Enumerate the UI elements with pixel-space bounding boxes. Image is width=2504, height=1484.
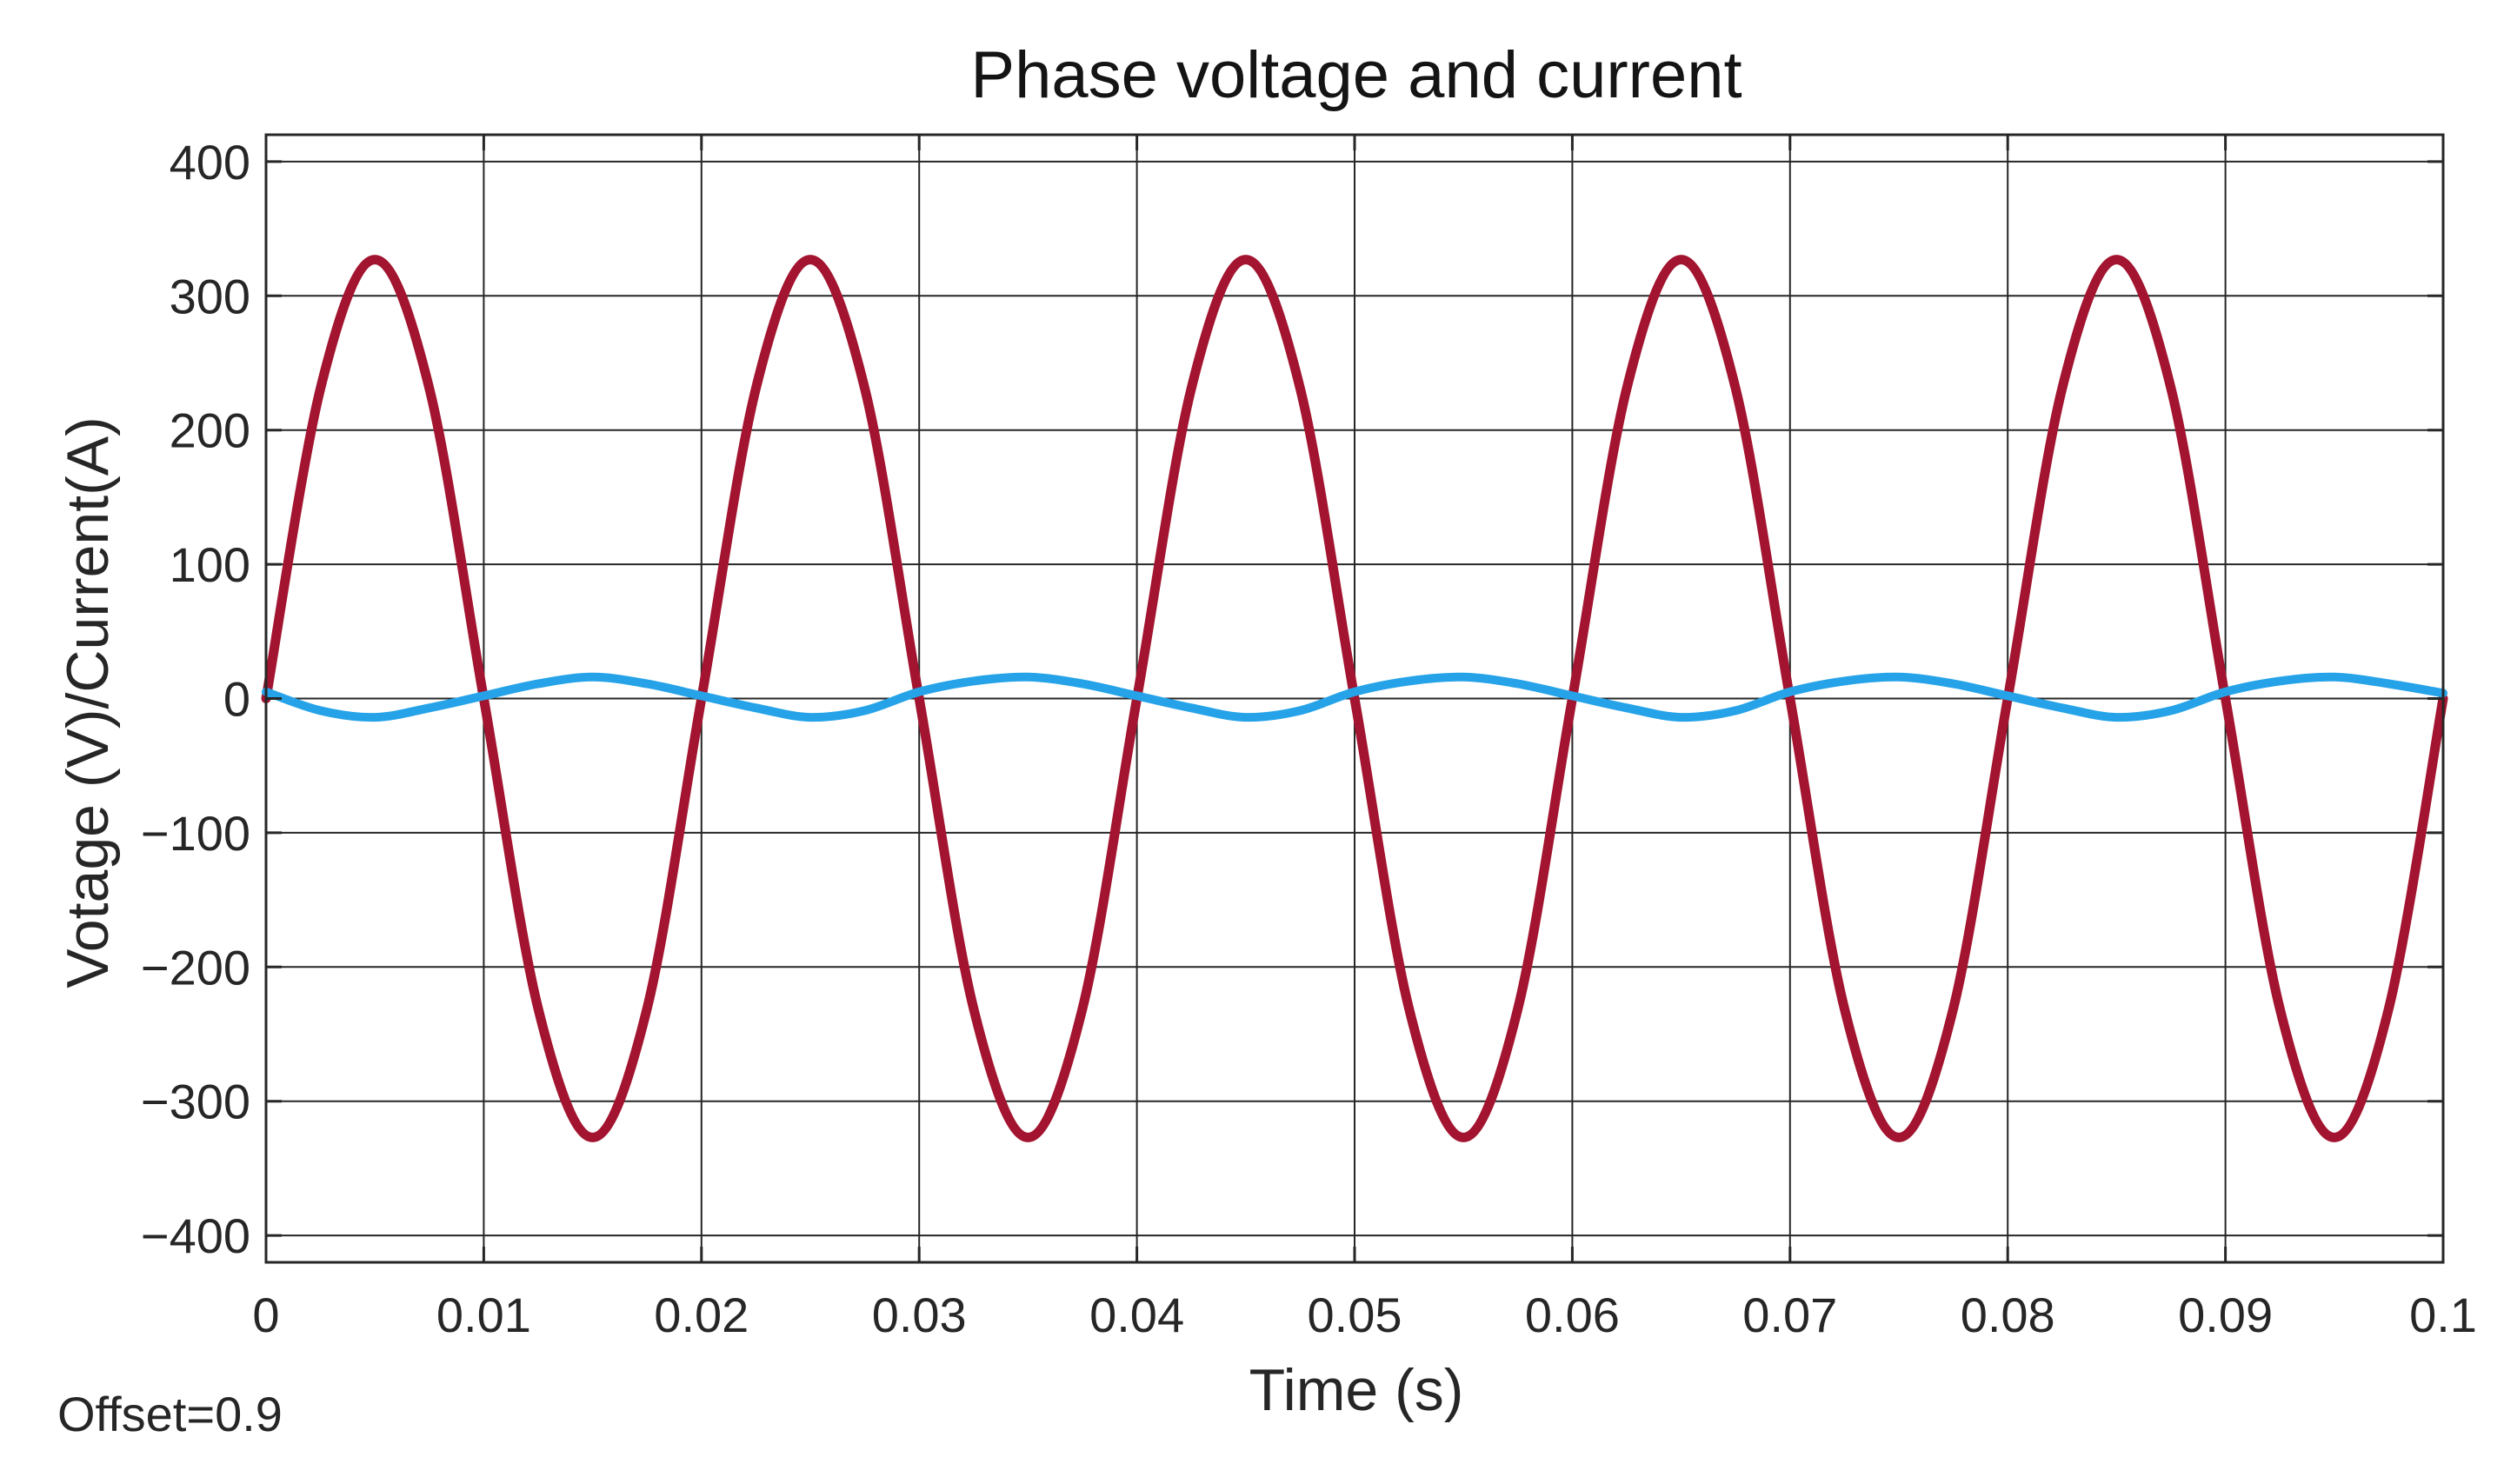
x-tick-label: 0.03 <box>872 1288 967 1342</box>
current-series-line <box>262 672 2447 722</box>
offset-label: Offset=0.9 <box>57 1387 283 1441</box>
y-tick-label: 200 <box>170 403 250 458</box>
x-tick-label: 0 <box>252 1288 279 1342</box>
y-tick-label: −100 <box>141 806 250 861</box>
x-tick-label: 0.05 <box>1308 1288 1402 1342</box>
y-axis-label: Votage (V)/Current(A) <box>55 416 121 988</box>
voltage-series-line <box>261 255 2448 1142</box>
y-tick-label: 0 <box>223 672 250 727</box>
y-tick-label: −200 <box>141 940 250 995</box>
x-tick-label: 0.08 <box>1961 1288 2055 1342</box>
y-tick-label: 100 <box>170 537 250 592</box>
y-tick-label: 300 <box>170 269 250 323</box>
y-tick-label: −400 <box>141 1208 250 1263</box>
x-tick-label: 0.01 <box>436 1288 531 1342</box>
chart-title: Phase voltage and current <box>970 38 1741 112</box>
y-tick-label: 400 <box>170 135 250 190</box>
series-layer <box>261 255 2448 1142</box>
x-tick-label: 0.09 <box>2178 1288 2273 1342</box>
x-tick-label: 0.06 <box>1525 1288 1620 1342</box>
x-tick-label: 0.07 <box>1742 1288 1837 1342</box>
ticks: 0 0.01 0.02 0.03 0.04 0.05 0.06 0.07 0.08 0.09 0.1… <box>141 135 2477 1342</box>
x-tick-label: 0.04 <box>1089 1288 1184 1342</box>
y-tick-label: −300 <box>141 1075 250 1129</box>
x-tick-label: 0.02 <box>654 1288 749 1342</box>
x-tick-label: 0.1 <box>2409 1288 2477 1342</box>
x-axis-label: Time (s) <box>1249 1357 1464 1423</box>
